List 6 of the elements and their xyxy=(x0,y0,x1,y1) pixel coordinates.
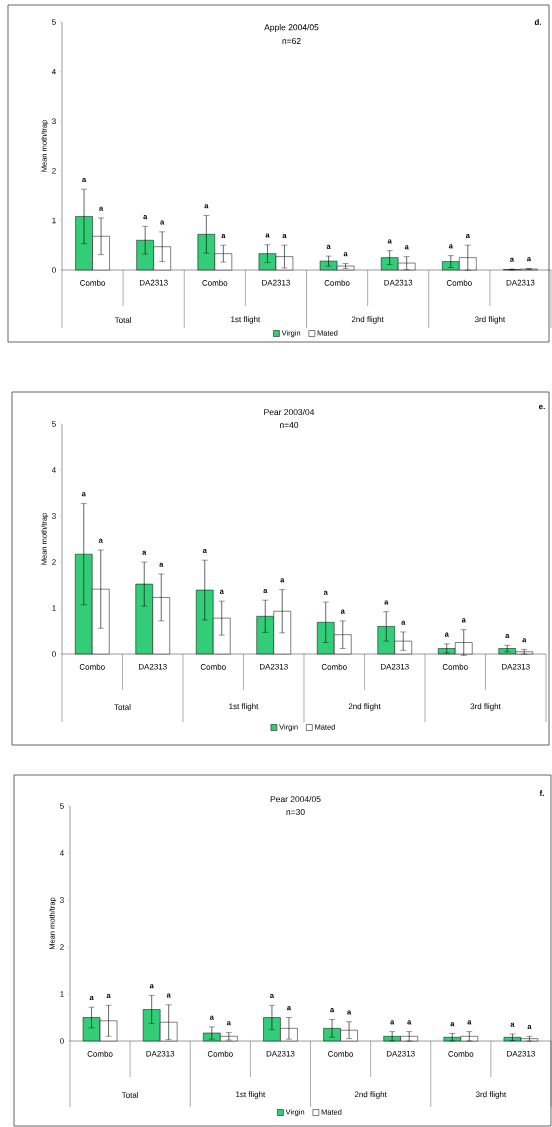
text: n=62 xyxy=(282,38,301,45)
chart-title: Apple 2004/05 xyxy=(264,24,319,32)
chart-title: Pear 2004/05 xyxy=(270,795,321,803)
chart-title: Pear 2003/04 xyxy=(264,408,315,416)
chart-subtitle: n=40 xyxy=(280,422,299,428)
chart-subtitle: n=30 xyxy=(286,809,305,815)
